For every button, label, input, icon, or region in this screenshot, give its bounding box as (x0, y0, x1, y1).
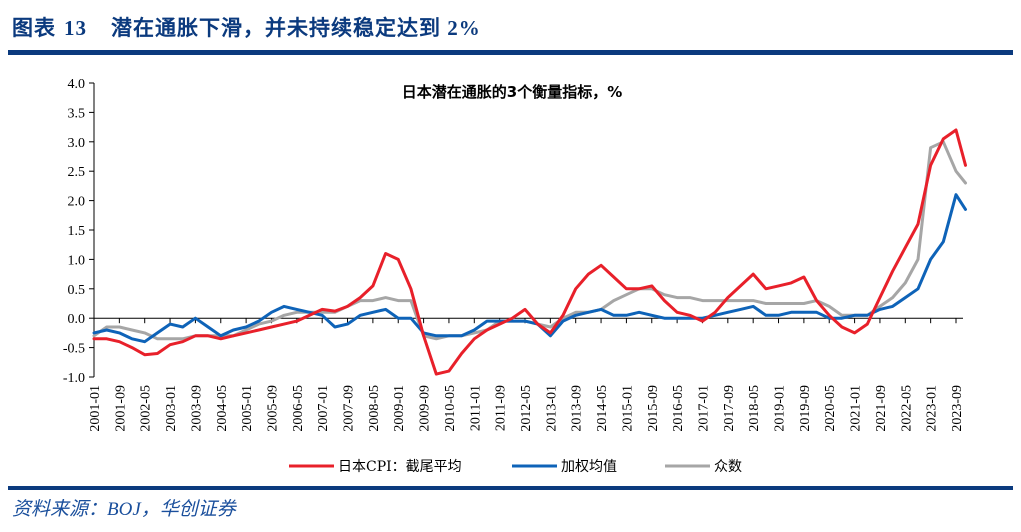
x-tick-label: 2013-09 (570, 385, 585, 432)
x-tick-label: 2011-09 (494, 385, 509, 431)
x-tick-label: 2010-05 (443, 385, 458, 432)
x-tick-label: 2017-09 (722, 385, 737, 432)
legend-item-mode: 众数 (665, 459, 742, 475)
x-tick-label: 2001-09 (113, 385, 128, 432)
x-tick-label: 2013-01 (544, 385, 559, 432)
x-tick-label: 2006-05 (291, 385, 306, 432)
x-tick-label: 2023-09 (950, 385, 965, 432)
y-tick-label: 4.0 (68, 77, 86, 92)
x-tick-label: 2001-01 (88, 385, 103, 432)
x-tick-label: 2019-01 (773, 385, 788, 432)
series-lines (92, 128, 967, 376)
x-tick-label: 2007-09 (342, 385, 357, 432)
source-note: 资料来源：BOJ，华创证券 (12, 499, 236, 520)
x-tick-label: 2018-05 (747, 385, 762, 432)
chart-title: 日本潜在通胀的3个衡量指标，% (402, 83, 622, 101)
x-tick-label: 2009-01 (392, 385, 407, 432)
legend-label: 众数 (714, 459, 742, 475)
y-tick-label: 3.5 (68, 106, 86, 121)
y-tick-label: 0.5 (68, 283, 86, 298)
figure-number: 13 (64, 16, 87, 40)
x-tick-label: 2008-05 (367, 385, 382, 432)
series-line-weighted-median (92, 193, 967, 344)
bottom-rule (8, 486, 1013, 490)
x-tick-label: 2003-01 (164, 385, 179, 432)
x-tick-label: 2021-01 (849, 385, 864, 432)
legend-item-trimmed-mean: 日本CPI：截尾平均 (289, 459, 462, 475)
figure-heading: 潜在通胀下滑，并未持续稳定达到 2% (111, 16, 481, 40)
x-tick-label: 2015-01 (620, 385, 635, 432)
y-axis: 4.0 3.5 3.0 2.5 2.0 1.5 1.0 0.5 0.0 -0.5 -1.0 (63, 77, 95, 386)
legend-label: 日本CPI：截尾平均 (338, 459, 462, 475)
x-tick-label: 2023-01 (925, 385, 940, 432)
x-tick-label: 2004-05 (215, 385, 230, 432)
y-tick-label: 3.0 (68, 136, 86, 151)
x-tick-label: 2021-09 (874, 385, 889, 432)
y-tick-label: -0.5 (63, 342, 85, 357)
legend-label: 加权均值 (561, 459, 617, 475)
y-tick-label: 2.5 (68, 165, 86, 180)
legend-item-weighted-median: 加权均值 (512, 459, 617, 475)
figure-label: 图表 (12, 16, 56, 40)
x-tick-label: 2005-01 (240, 385, 255, 432)
x-tick-label: 2012-05 (519, 385, 534, 432)
x-tick-label: 2019-09 (798, 385, 813, 432)
x-tick-label: 2009-09 (418, 385, 433, 432)
y-tick-label: -1.0 (63, 371, 85, 386)
x-tick-label: 2007-01 (316, 385, 331, 432)
x-tick-label: 2002-05 (139, 385, 154, 432)
x-axis: 2001-01 2001-09 2002-05 2003-01 2003-09 2004-… (88, 317, 965, 432)
legend: 日本CPI：截尾平均 加权均值 众数 (289, 459, 742, 475)
x-tick-label: 2003-09 (189, 385, 204, 432)
x-tick-label: 2015-09 (646, 385, 661, 432)
x-tick-label: 2005-09 (265, 385, 280, 432)
x-tick-label: 2020-05 (823, 385, 838, 432)
x-tick-label: 2011-01 (468, 385, 483, 431)
series-line-trimmed-mean (92, 128, 967, 376)
figure-title: 图表 13 潜在通胀下滑，并未持续稳定达到 2% (12, 12, 481, 42)
y-tick-label: 2.0 (68, 195, 86, 210)
y-tick-label: 0.0 (68, 312, 86, 327)
series-line-mode (92, 140, 967, 341)
x-tick-label: 2022-05 (899, 385, 914, 432)
y-tick-label: 1.0 (68, 253, 86, 268)
x-tick-label: 2014-05 (595, 385, 610, 432)
x-tick-label: 2017-01 (696, 385, 711, 432)
x-tick-label: 2016-05 (671, 385, 686, 432)
y-tick-label: 1.5 (68, 224, 86, 239)
top-rule (8, 50, 1013, 55)
